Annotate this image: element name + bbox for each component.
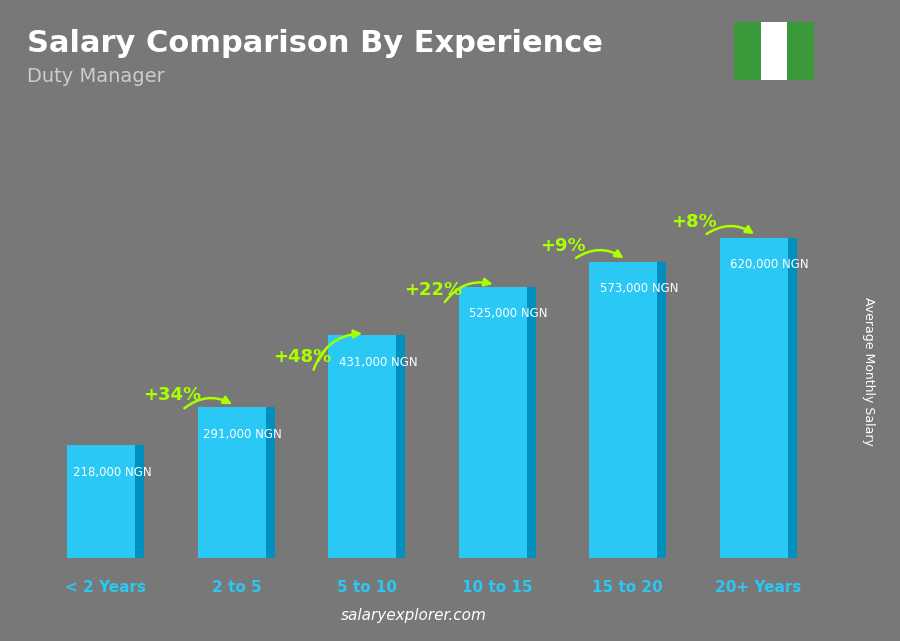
Text: < 2 Years: < 2 Years bbox=[66, 580, 147, 595]
Text: 218,000 NGN: 218,000 NGN bbox=[73, 465, 151, 479]
Text: 620,000 NGN: 620,000 NGN bbox=[730, 258, 809, 271]
Polygon shape bbox=[657, 262, 666, 558]
Text: 5 to 10: 5 to 10 bbox=[337, 580, 397, 595]
Polygon shape bbox=[198, 408, 266, 558]
Bar bbox=[760, 22, 788, 80]
Polygon shape bbox=[526, 287, 536, 558]
Text: +8%: +8% bbox=[670, 213, 716, 231]
Polygon shape bbox=[396, 335, 405, 558]
Text: 20+ Years: 20+ Years bbox=[716, 580, 802, 595]
Text: salaryexplorer.com: salaryexplorer.com bbox=[341, 608, 487, 623]
Polygon shape bbox=[720, 238, 788, 558]
Polygon shape bbox=[328, 335, 396, 558]
Polygon shape bbox=[135, 445, 144, 558]
Polygon shape bbox=[590, 262, 657, 558]
Text: 10 to 15: 10 to 15 bbox=[462, 580, 533, 595]
Text: Average Monthly Salary: Average Monthly Salary bbox=[862, 297, 875, 446]
Text: 291,000 NGN: 291,000 NGN bbox=[203, 428, 282, 441]
Text: 15 to 20: 15 to 20 bbox=[592, 580, 663, 595]
Text: 2 to 5: 2 to 5 bbox=[212, 580, 261, 595]
Text: +22%: +22% bbox=[404, 281, 462, 299]
Bar bbox=[788, 22, 814, 80]
Text: +9%: +9% bbox=[540, 237, 586, 254]
Bar bbox=[734, 22, 760, 80]
Polygon shape bbox=[68, 445, 135, 558]
Text: Duty Manager: Duty Manager bbox=[27, 67, 165, 87]
Text: 525,000 NGN: 525,000 NGN bbox=[469, 307, 548, 320]
Text: 573,000 NGN: 573,000 NGN bbox=[599, 282, 679, 296]
Polygon shape bbox=[459, 287, 526, 558]
Text: +34%: +34% bbox=[143, 386, 201, 404]
Text: +48%: +48% bbox=[273, 348, 331, 366]
Text: 431,000 NGN: 431,000 NGN bbox=[338, 356, 418, 369]
Polygon shape bbox=[266, 408, 274, 558]
Polygon shape bbox=[788, 238, 796, 558]
Text: Salary Comparison By Experience: Salary Comparison By Experience bbox=[27, 29, 603, 58]
